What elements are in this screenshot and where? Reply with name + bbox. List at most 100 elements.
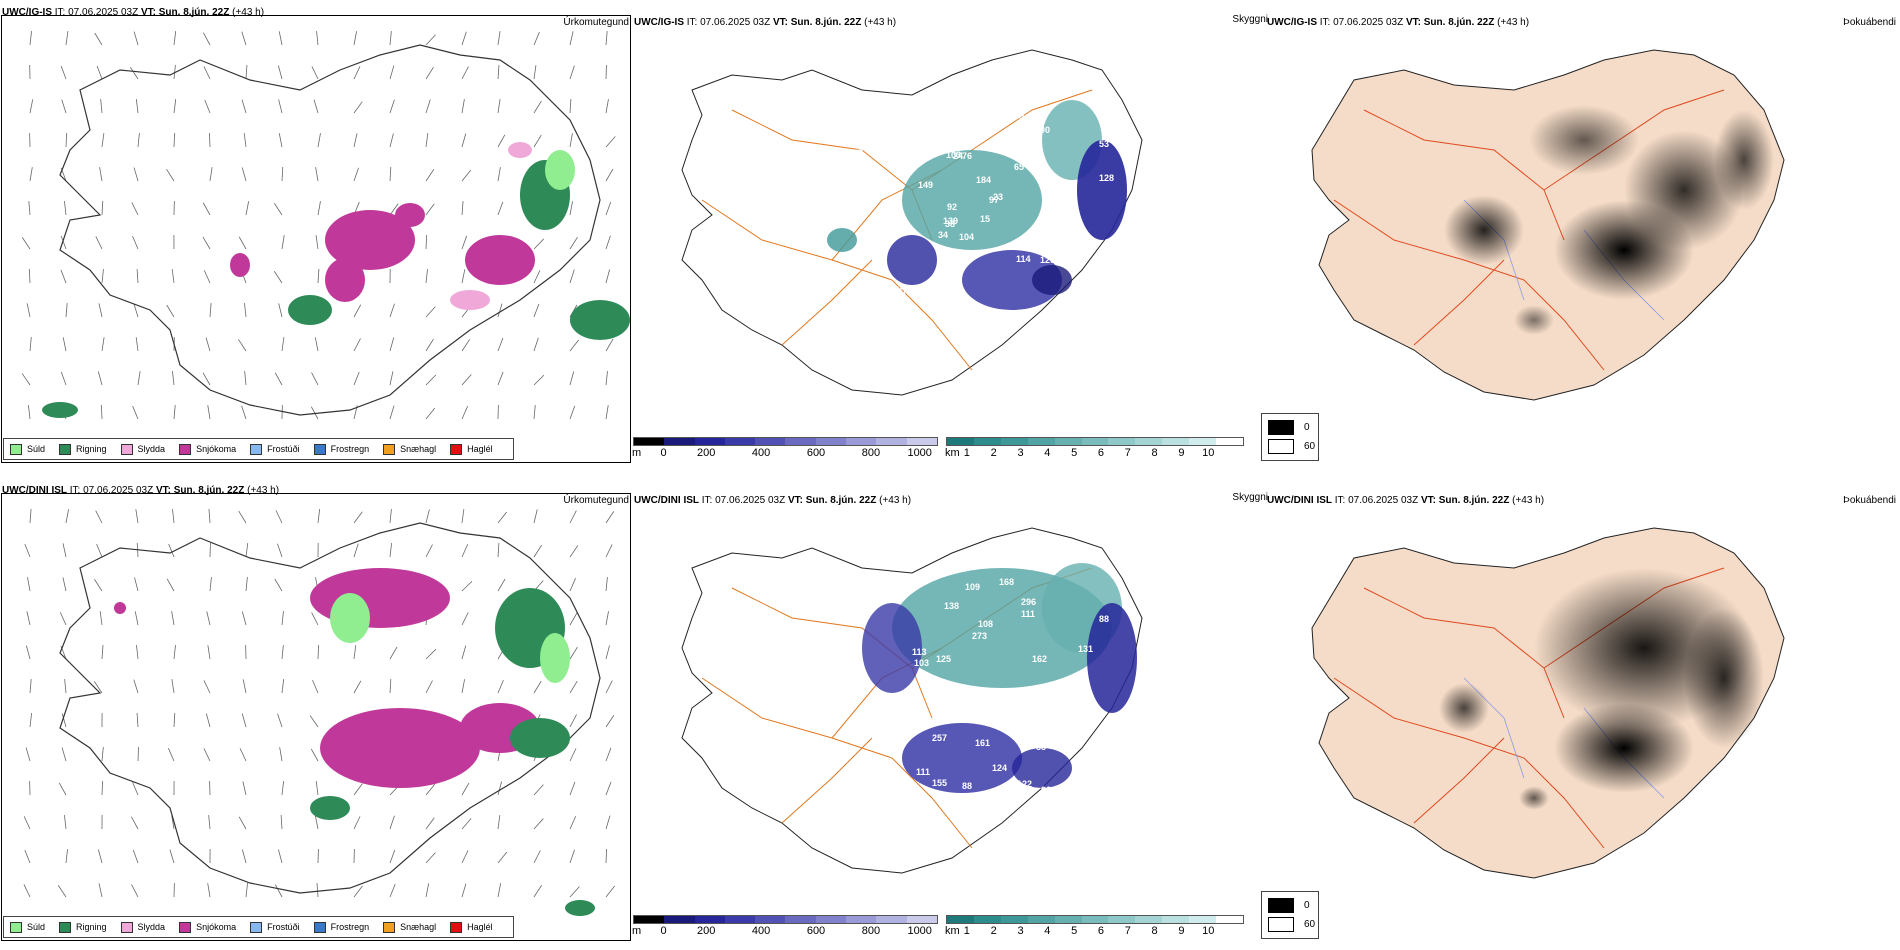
wind-barb bbox=[136, 269, 139, 284]
legend-item: Rigning bbox=[59, 921, 107, 933]
wind-barb bbox=[533, 784, 544, 796]
precip-areas bbox=[42, 142, 630, 418]
wind-barb bbox=[274, 271, 283, 284]
legend-swatch bbox=[1268, 917, 1294, 932]
cloud-base-label: 65 bbox=[1014, 162, 1024, 172]
legend-item: 0 bbox=[1268, 420, 1310, 435]
wind-barb bbox=[425, 133, 429, 148]
wind-barb bbox=[137, 133, 140, 148]
cloud-base-label: 142 bbox=[947, 115, 962, 125]
iceland-coastline bbox=[59, 44, 601, 416]
wind-barb bbox=[605, 136, 616, 148]
wind-barb bbox=[569, 65, 575, 80]
cloud-base-label: 111 bbox=[1021, 609, 1035, 619]
cloud-base-label: 88 bbox=[1099, 614, 1109, 624]
wind-barb bbox=[173, 99, 177, 114]
legend-item: Snæhagl bbox=[383, 443, 436, 455]
colorbar-segment bbox=[634, 438, 665, 445]
colorbar-segment bbox=[815, 438, 847, 445]
wind-barb bbox=[208, 509, 211, 524]
wind-barb bbox=[569, 545, 579, 558]
wind-barb bbox=[274, 578, 283, 592]
wind-barb bbox=[27, 577, 31, 592]
wind-barb bbox=[137, 746, 139, 762]
legend-item: Snæhagl bbox=[383, 921, 436, 933]
wind-barb bbox=[569, 201, 573, 216]
wind-barb bbox=[605, 31, 608, 46]
wind-barb bbox=[461, 782, 470, 796]
wind-barb bbox=[281, 679, 285, 694]
wind-barb bbox=[135, 337, 139, 352]
legend-swatch bbox=[250, 443, 263, 455]
cloud-base-label: 53 bbox=[1099, 139, 1109, 149]
colorbar-segment bbox=[876, 916, 907, 923]
colorbar-segment bbox=[1135, 916, 1163, 923]
wind-barb bbox=[569, 133, 573, 148]
wind-barb bbox=[353, 101, 363, 114]
colorbar-segment bbox=[1027, 438, 1055, 445]
wind-barb bbox=[569, 646, 578, 660]
wind-barb bbox=[533, 337, 539, 352]
wind-barb bbox=[101, 200, 104, 216]
wind-barb bbox=[497, 99, 501, 114]
colorbar-segment bbox=[1108, 916, 1136, 923]
colorbar-segment bbox=[694, 438, 725, 445]
wind-barb bbox=[203, 680, 211, 694]
wind-barb bbox=[241, 849, 247, 864]
wind-barb bbox=[64, 815, 67, 830]
wind-barb bbox=[136, 645, 139, 660]
wind-barb bbox=[353, 680, 362, 694]
wind-barb bbox=[389, 371, 394, 386]
wind-barb bbox=[461, 580, 473, 592]
wind-barb bbox=[425, 338, 434, 352]
colorbar-segment bbox=[694, 916, 725, 923]
wind-barb bbox=[169, 849, 175, 864]
wind-barb bbox=[353, 885, 363, 898]
wind-barb bbox=[209, 167, 213, 182]
wind-barb bbox=[130, 67, 139, 80]
visibility-panel: UWC/IG-IS IT: 07.06.2025 03Z VT: Sun. 8.… bbox=[632, 0, 1268, 472]
wind-barb bbox=[569, 99, 572, 114]
wind-barb bbox=[497, 303, 503, 318]
wind-barb bbox=[313, 99, 319, 114]
wind-barb bbox=[533, 374, 545, 386]
visibility-colorbar: km 1 2 3 4 5 6 7 8 9 10 bbox=[945, 437, 1244, 463]
wind-barb bbox=[605, 645, 610, 660]
iceland-coastline bbox=[681, 527, 1143, 874]
colorbar-segment bbox=[1216, 438, 1243, 445]
wind-barb bbox=[461, 31, 467, 46]
cloud-base-label: 148 bbox=[987, 700, 1002, 710]
fog-map bbox=[1311, 527, 1785, 879]
cloud-base-label: 122 bbox=[851, 804, 866, 814]
wind-barb bbox=[569, 578, 576, 592]
wind-barb bbox=[173, 132, 176, 148]
wind-barb bbox=[389, 167, 392, 182]
colorbar-segment bbox=[755, 438, 786, 445]
cloud-base-label: 82 bbox=[1014, 131, 1024, 141]
wind-barb bbox=[62, 577, 67, 592]
wind-barb bbox=[389, 203, 399, 216]
wind-barb bbox=[425, 306, 436, 318]
cloud-base-label: 125 bbox=[936, 654, 951, 664]
legend-item: 0 bbox=[1268, 898, 1310, 913]
wind-barb bbox=[101, 269, 104, 284]
wind-barb bbox=[315, 781, 319, 796]
wind-barb bbox=[569, 269, 575, 284]
wind-barb bbox=[389, 65, 395, 80]
precip-type-panel: UWC/IG-IS IT: 07.06.2025 03Z VT: Sun. 8.… bbox=[0, 0, 632, 472]
wind-barb bbox=[173, 405, 176, 420]
wind-barb bbox=[132, 235, 139, 250]
wind-barb bbox=[425, 407, 436, 420]
panel-header: UWC/IG-IS IT: 07.06.2025 03Z VT: Sun. 8.… bbox=[634, 17, 897, 28]
wind-barb bbox=[389, 883, 396, 898]
wind-barb bbox=[131, 816, 139, 830]
wind-barb bbox=[64, 679, 67, 694]
wind-barb bbox=[461, 509, 465, 524]
cloud-base-label: 273 bbox=[972, 631, 987, 641]
cloud-base-label: 124 bbox=[992, 763, 1007, 773]
wind-barb bbox=[241, 405, 247, 420]
cloud-base-label: 109 bbox=[965, 582, 980, 592]
colorbar-segment bbox=[973, 916, 1001, 923]
wind-barb bbox=[202, 202, 211, 216]
precip-type-legend: Súld Rigning Slydda Snjókoma Frostúði Fr… bbox=[3, 438, 514, 460]
